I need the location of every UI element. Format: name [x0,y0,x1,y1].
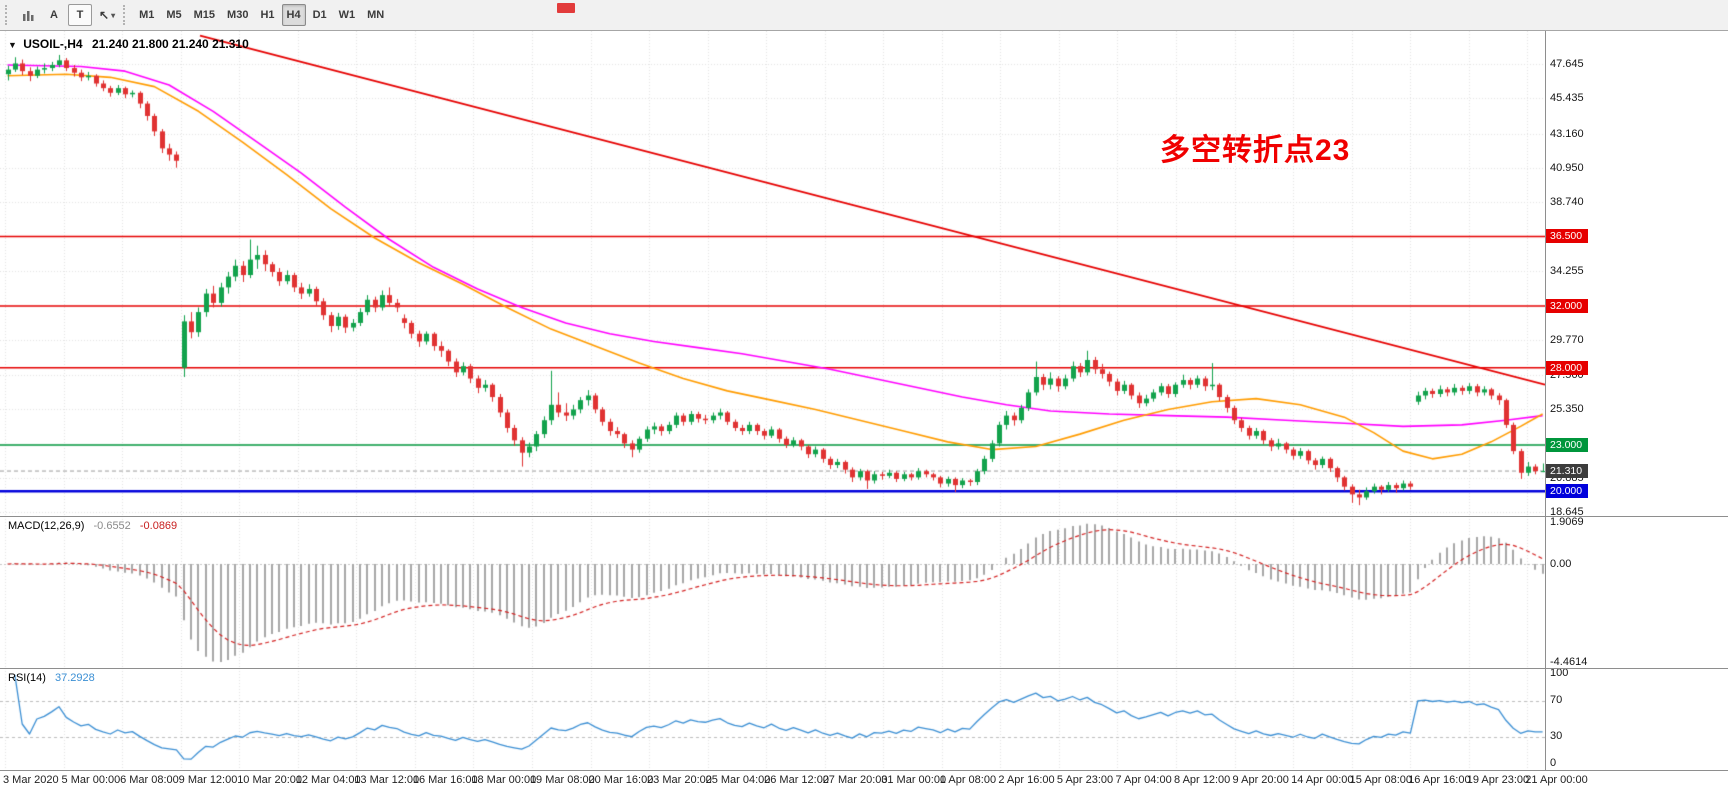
rsi-axis-label: 100 [1550,667,1569,679]
macd-signal-value: -0.0869 [139,520,178,532]
rsi-name: RSI(14) [8,672,46,684]
macd-label: MACD(12,26,9) -0.6552 -0.0869 [8,520,177,532]
price-tick-label: 45.435 [1550,92,1584,105]
time-axis-label: 31 Mar 00:00 [881,774,947,786]
timeframe-button-mn[interactable]: MN [362,4,389,26]
cursor-tool-dropdown[interactable]: ↖ ▾ [94,4,120,26]
time-axis-label: 19 Mar 08:00 [529,774,595,786]
time-axis-label: 27 Mar 20:00 [822,774,888,786]
time-axis-label: 14 Apr 00:00 [1291,774,1354,786]
time-axis-label: 5 Apr 23:00 [1056,774,1114,786]
price-axis-separator [1545,31,1546,770]
price-level-badge: 28.000 [1546,360,1588,375]
main-chart-canvas[interactable] [0,31,1545,516]
chevron-down-icon: ▾ [111,10,116,20]
chart-title: ▼ USOIL-,H4 21.240 21.800 21.240 21.310 [8,37,249,51]
rsi-axis-label: 70 [1550,694,1563,706]
time-axis-label: 16 Mar 16:00 [412,774,478,786]
price-level-badge: 23.000 [1546,437,1588,452]
time-axis-label: 15 Apr 08:00 [1349,774,1413,786]
time-axis-label: 20 Mar 16:00 [588,774,654,786]
price-level-badge: 36.500 [1546,229,1588,244]
price-axis[interactable]: 47.645 45.435 43.160 40.950 38.740 34.255 29.7… [1546,31,1728,770]
price-tick-label: 34.255 [1550,265,1584,278]
toolbar-grip [5,5,11,25]
price-level-badge: 32.000 [1546,298,1588,313]
chart-mode-icon[interactable] [16,4,40,26]
red-indicator-icon [557,3,575,13]
price-level-badge: 20.000 [1546,484,1588,499]
macd-main-value: -0.6552 [93,520,131,532]
price-tick-label: 25.350 [1550,402,1584,415]
price-tick-label: 43.160 [1550,127,1584,140]
timeframe-button-m15[interactable]: M15 [189,4,220,26]
macd-indicator-canvas[interactable] [0,516,1545,668]
time-axis-label: 2 Apr 16:00 [998,774,1055,786]
rsi-value: 37.2928 [54,672,95,684]
time-axis-label: 8 Apr 12:00 [1174,774,1231,786]
timeframe-button-w1[interactable]: W1 [334,4,361,26]
time-axis-label: 21 Apr 00:00 [1525,774,1588,786]
rsi-axis-label: 0 [1550,757,1557,769]
timeframe-button-h4[interactable]: H4 [281,4,306,26]
macd-axis-label: -4.4614 [1550,656,1588,668]
time-axis[interactable]: 3 Mar 2020 5 Mar 00:00 6 Mar 08:00 9 Mar 12… [0,770,1728,792]
annotation-text: 多空转折点23 [1160,134,1351,167]
rsi-axis-label: 30 [1550,730,1563,742]
time-axis-label: 10 Mar 20:00 [237,774,303,786]
price-tick-label: 29.770 [1550,334,1584,347]
timeframe-button-m30[interactable]: M30 [222,4,253,26]
text-tool-button[interactable]: T [68,4,92,26]
time-axis-label: 6 Mar 08:00 [120,774,179,786]
time-axis-label: 9 Mar 12:00 [178,774,238,786]
price-tick-label: 18.645 [1550,506,1584,519]
time-axis-label: 5 Mar 00:00 [61,774,121,786]
time-axis-label: 9 Apr 20:00 [1232,774,1289,786]
chart-symbol-timeframe: USOIL-,H4 [23,37,83,51]
time-axis-label: 19 Apr 23:00 [1466,774,1530,786]
time-axis-label: 18 Mar 00:00 [471,774,537,786]
panel-separator [0,770,1728,771]
auto-scroll-button[interactable]: A [42,4,66,26]
toolbar: A T ↖ ▾ M1 M5 M15 M30 H1 H4 D1 W1 MN [0,0,1728,31]
time-axis-label: 1 Apr 08:00 [939,774,997,786]
timeframe-button-h1[interactable]: H1 [255,4,279,26]
chart-workspace: ▼ USOIL-,H4 21.240 21.800 21.240 21.310 … [0,31,1728,792]
rsi-indicator-canvas[interactable] [0,668,1545,770]
macd-axis-label: 0.00 [1550,558,1572,570]
time-axis-label: 3 Mar 2020 [3,774,59,786]
time-axis-label: 16 Apr 16:00 [1408,774,1471,786]
toolbar-grip [123,5,129,25]
symbol-dropdown-caret[interactable]: ▼ [8,40,17,50]
timeframe-button-d1[interactable]: D1 [308,4,332,26]
time-axis-label: 7 Apr 04:00 [1115,774,1172,786]
timeframe-button-m1[interactable]: M1 [134,4,159,26]
time-axis-label: 23 Mar 20:00 [647,774,712,786]
panel-separator[interactable] [0,516,1728,517]
chart-ohlc-values: 21.240 21.800 21.240 21.310 [91,37,249,51]
price-tick-label: 47.645 [1550,58,1584,71]
time-axis-label: 13 Mar 12:00 [354,774,420,786]
macd-axis-label: 1.9069 [1550,516,1584,528]
panel-separator[interactable] [0,668,1728,669]
price-tick-label: 38.740 [1550,195,1584,208]
cursor-icon: ↖ [99,8,110,22]
time-axis-label: 25 Mar 04:00 [705,774,771,786]
price-tick-label: 40.950 [1550,161,1584,174]
timeframe-button-m5[interactable]: M5 [161,4,186,26]
time-axis-label: 26 Mar 12:00 [764,774,829,786]
current-price-badge: 21.310 [1546,464,1588,479]
timeframe-button-group: M1 M5 M15 M30 H1 H4 D1 W1 MN [133,4,390,26]
time-axis-label: 12 Mar 04:00 [295,774,361,786]
rsi-label: RSI(14) 37.2928 [8,672,95,684]
mini-bars-icon [22,10,33,21]
macd-name: MACD(12,26,9) [8,520,85,532]
